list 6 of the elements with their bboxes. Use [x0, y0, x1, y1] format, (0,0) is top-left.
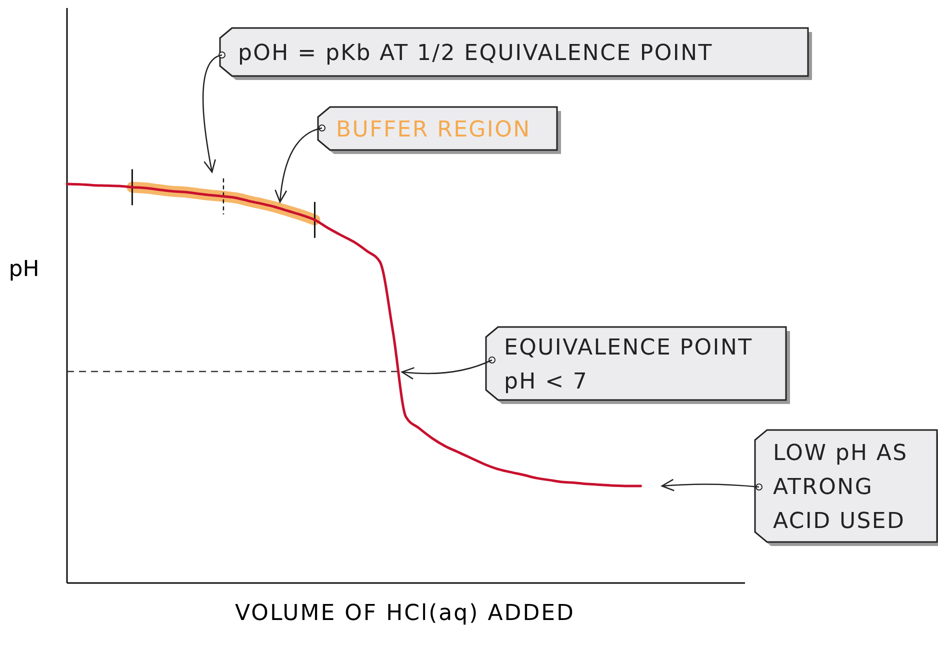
text: pOH = pKb AT 1/2 EQUIVALENCE POINT — [238, 41, 713, 66]
y-axis-title: pH — [8, 257, 40, 282]
ref-line-label: EQUIVALENCE POINT pH < 7 — [504, 336, 753, 394]
x-axis-title: VOLUME OF HCl(aq) ADDED — [235, 601, 575, 626]
text: LOW pH AS ATRONG ACID USED — [773, 441, 908, 534]
text: BUFFER REGION — [336, 118, 531, 142]
